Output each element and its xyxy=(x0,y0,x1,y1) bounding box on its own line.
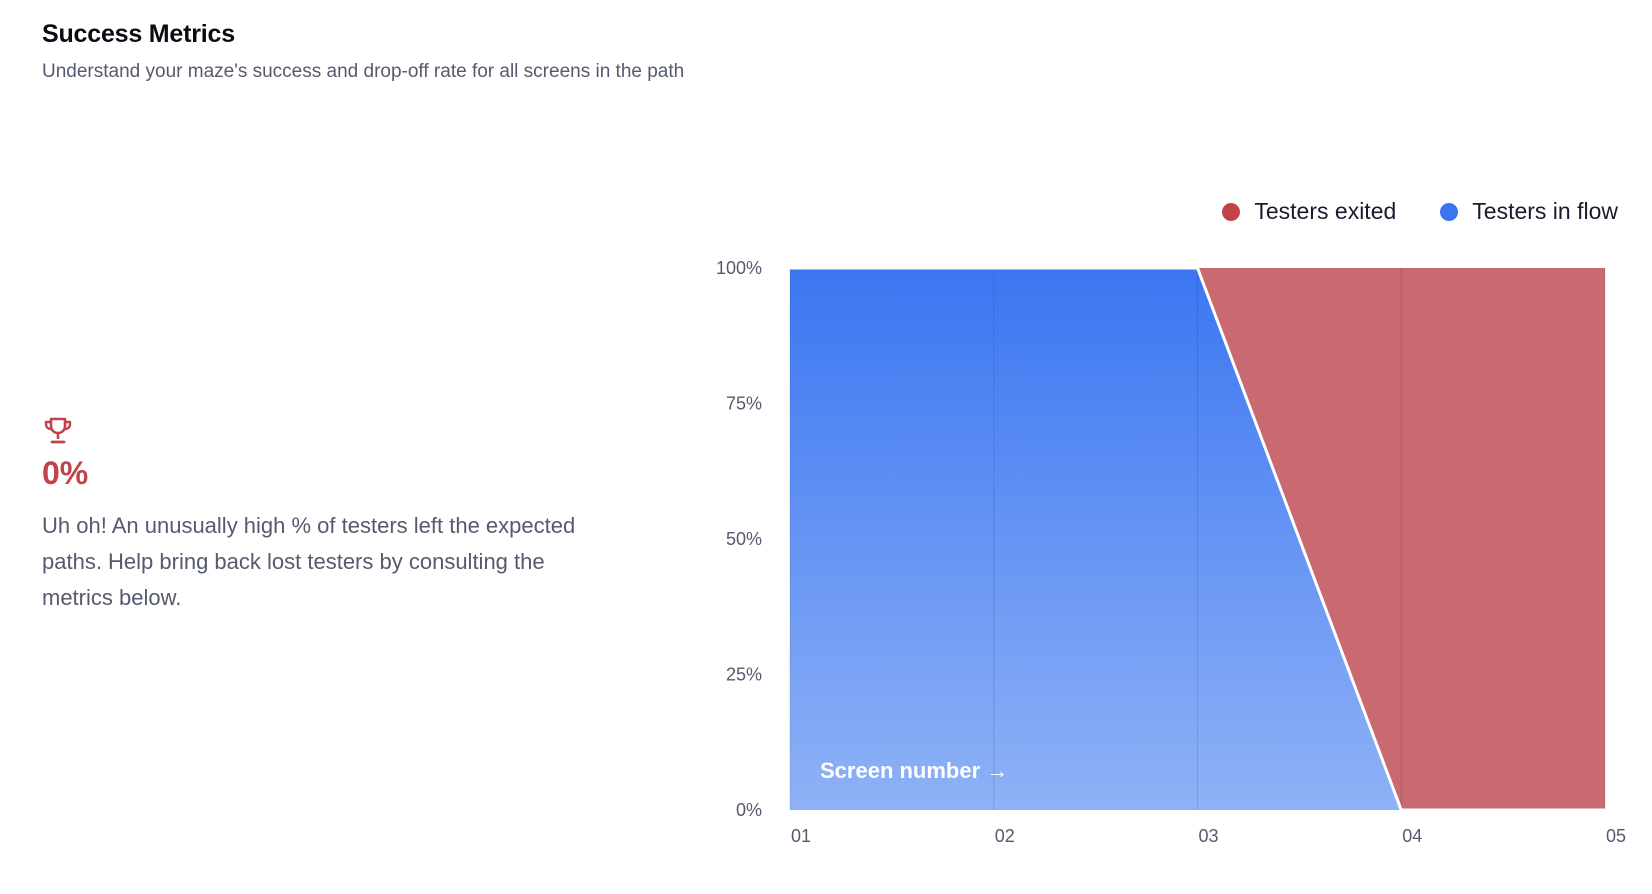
exited-dot-icon xyxy=(1222,202,1241,221)
plot-area xyxy=(789,266,1606,812)
success-summary: 0% Uh oh! An unusually high % of testers… xyxy=(42,415,602,616)
in-flow-dot-icon xyxy=(1440,202,1459,221)
success-rate: 0% xyxy=(42,455,89,491)
area-testers-in-flow xyxy=(790,268,1605,810)
page-subtitle: Understand your maze's success and drop-… xyxy=(42,61,685,82)
trophy-icon xyxy=(44,417,72,444)
y-axis: 0% 25% 50% 75% 100% xyxy=(716,258,762,820)
page-title: Success Metrics xyxy=(42,20,235,48)
y-tick-label: 0% xyxy=(736,800,762,820)
y-tick-label: 25% xyxy=(726,665,762,685)
area-testers-exited xyxy=(790,268,1605,810)
x-axis-annotation: Screen number → xyxy=(820,758,1008,783)
legend-item-in-flow: Testers in flow xyxy=(1440,198,1618,225)
legend-label-exited: Testers exited xyxy=(1254,198,1397,224)
legend-label-in-flow: Testers in flow xyxy=(1472,198,1618,224)
success-message: Uh oh! An unusually high % of testers le… xyxy=(42,513,576,610)
chart-legend: Testers exited Testers in flow xyxy=(1222,198,1618,225)
x-tick-label: 01 xyxy=(791,826,811,846)
y-tick-label: 75% xyxy=(726,394,762,414)
x-tick-label: 03 xyxy=(1199,826,1219,846)
header: Success Metrics Understand your maze's s… xyxy=(42,20,684,83)
series-boundary-line xyxy=(790,266,1605,812)
y-tick-label: 50% xyxy=(726,529,762,549)
legend-item-exited: Testers exited xyxy=(1222,198,1396,225)
y-tick-label: 100% xyxy=(716,258,762,278)
x-tick-label: 05 xyxy=(1606,826,1626,846)
x-tick-label: 04 xyxy=(1402,826,1422,846)
x-tick-label: 02 xyxy=(995,826,1015,846)
x-axis: 01 02 03 04 05 xyxy=(791,826,1626,846)
